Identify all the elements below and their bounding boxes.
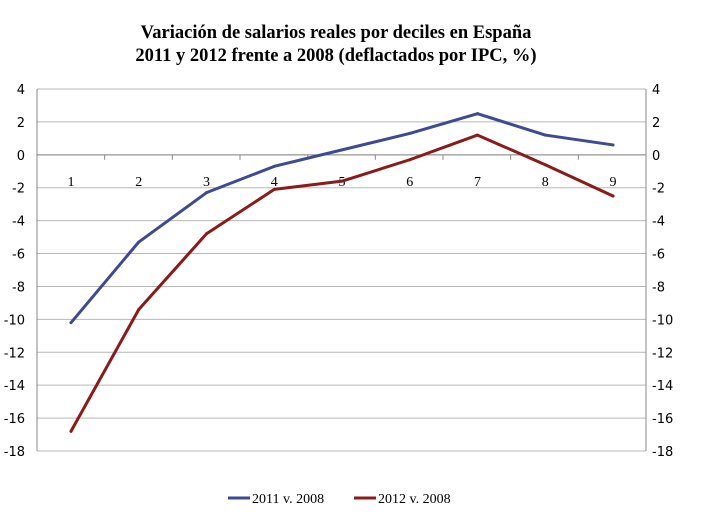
chart-title-line-2: 2011 y 2012 frente a 2008 (deflactados p… xyxy=(135,46,537,66)
y-tick-label-right: 2 xyxy=(652,116,660,131)
chart-title: Variación de salarios reales por deciles… xyxy=(0,22,672,68)
x-tick-label: 2 xyxy=(135,175,142,190)
y-tick-label-left: 2 xyxy=(17,116,25,131)
y-tick-label-right: -2 xyxy=(652,182,665,197)
data-point-series-1 xyxy=(543,133,547,137)
x-tick-label: 8 xyxy=(542,175,549,190)
y-tick-label-left: 0 xyxy=(17,149,25,164)
data-point-series-1 xyxy=(272,164,276,168)
data-point-series-2 xyxy=(272,187,276,191)
y-tick-label-right: -12 xyxy=(652,346,673,361)
y-tick-label-left: -14 xyxy=(4,379,25,394)
data-point-series-2 xyxy=(69,429,73,433)
data-point-series-1 xyxy=(476,112,479,116)
data-point-series-1 xyxy=(611,143,615,147)
y-tick-label-right: -6 xyxy=(652,248,665,263)
y-tick-label-right: 0 xyxy=(652,149,660,164)
y-tick-label-left: -4 xyxy=(12,215,25,230)
series-line-1 xyxy=(69,112,615,325)
x-tick-label: 7 xyxy=(474,175,481,190)
x-tick-label: 4 xyxy=(271,175,278,190)
y-tick-label-right: -4 xyxy=(652,215,665,230)
y-tick-label-right: -14 xyxy=(652,379,673,394)
y-tick-label-left: -16 xyxy=(4,412,25,427)
y-tick-label-left: 4 xyxy=(17,83,25,98)
y-tick-label-right: -16 xyxy=(652,412,673,427)
data-point-series-2 xyxy=(340,179,344,183)
x-tick-label: 6 xyxy=(406,175,413,190)
y-tick-label-left: -18 xyxy=(4,445,25,460)
data-point-series-2 xyxy=(205,232,208,236)
chart-title-line-1: Variación de salarios reales por deciles… xyxy=(140,23,532,43)
data-point-series-1 xyxy=(137,240,141,244)
y-tick-label-right: -18 xyxy=(652,445,673,460)
y-tick-label-right: 4 xyxy=(652,83,660,98)
y-tick-label-right: -8 xyxy=(652,280,665,295)
x-tick-label: 1 xyxy=(68,175,75,190)
data-point-series-2 xyxy=(543,163,547,167)
data-point-series-1 xyxy=(205,191,208,195)
x-tick-label: 9 xyxy=(610,175,617,190)
data-point-series-2 xyxy=(476,133,479,137)
legend-label-series-2: 2012 v. 2008 xyxy=(378,492,451,507)
y-tick-label-left: -6 xyxy=(12,248,25,263)
data-point-series-1 xyxy=(340,148,344,152)
y-tick-label-right: -10 xyxy=(652,313,673,328)
x-tick-label: 3 xyxy=(203,175,210,190)
y-tick-label-left: -8 xyxy=(12,280,25,295)
y-tick-label-left: -2 xyxy=(12,182,25,197)
y-tick-label-left: -12 xyxy=(4,346,25,361)
legend-label-series-1: 2011 v. 2008 xyxy=(252,492,324,507)
data-point-series-2 xyxy=(611,194,615,198)
data-point-series-2 xyxy=(137,307,141,311)
data-point-series-1 xyxy=(69,321,73,325)
data-point-series-1 xyxy=(408,131,412,135)
data-point-series-2 xyxy=(408,158,412,162)
y-tick-label-left: -10 xyxy=(4,313,25,328)
